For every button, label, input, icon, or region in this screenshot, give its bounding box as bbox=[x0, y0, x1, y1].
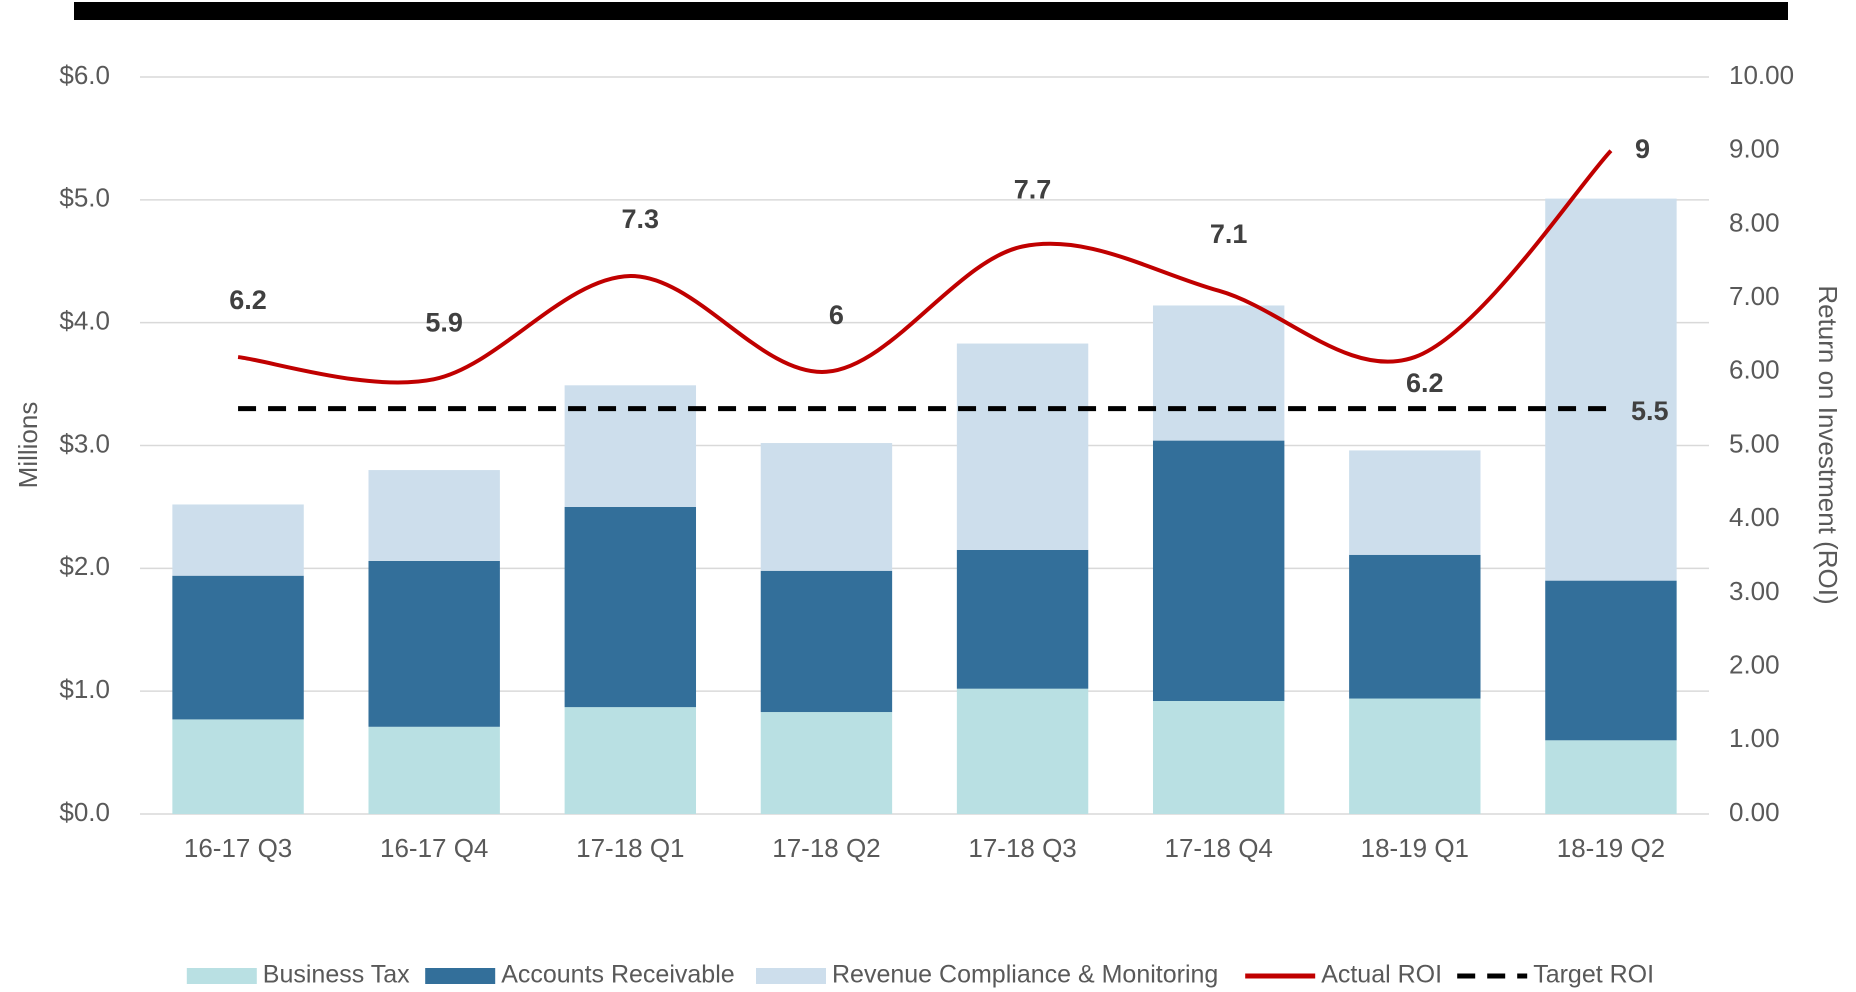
line-series bbox=[237, 149, 1613, 385]
bar-segment bbox=[760, 443, 893, 571]
y-tick-label: $3.0 bbox=[59, 428, 110, 458]
bar-segment bbox=[368, 726, 500, 814]
legend-swatch bbox=[756, 968, 826, 984]
bar-segment bbox=[1545, 740, 1677, 814]
legend-swatch bbox=[186, 968, 257, 984]
bar-segment bbox=[1349, 698, 1481, 814]
data-label: 6.2 bbox=[1406, 368, 1444, 398]
data-label: 7.1 bbox=[1210, 219, 1248, 249]
x-tick-label: 16-17 Q4 bbox=[380, 833, 488, 863]
bar-segment bbox=[760, 712, 893, 814]
y2-tick-label: 7.00 bbox=[1729, 281, 1780, 311]
y-tick-label: $5.0 bbox=[59, 183, 110, 213]
y2-tick-label: 6.00 bbox=[1729, 355, 1780, 385]
legend-label: Business Tax bbox=[263, 961, 410, 989]
legend-label: Accounts Receivable bbox=[501, 961, 734, 989]
y2-axis-label: Return on Investment (ROI) bbox=[1813, 285, 1843, 604]
x-tick-label: 17-18 Q1 bbox=[576, 833, 684, 863]
bar-segment bbox=[956, 549, 1089, 689]
data-label: 6 bbox=[829, 300, 844, 330]
y2-tick-label: 4.00 bbox=[1729, 502, 1780, 532]
bar-segment bbox=[1152, 305, 1285, 441]
bar-segment bbox=[172, 719, 304, 814]
x-tick-label: 17-18 Q2 bbox=[772, 833, 880, 863]
y2-tick-label: 10.00 bbox=[1729, 60, 1794, 90]
x-tick-label: 18-19 Q2 bbox=[1557, 833, 1665, 863]
y-tick-label: $4.0 bbox=[59, 306, 110, 336]
bar-segment bbox=[1152, 700, 1285, 814]
bar-segment bbox=[1152, 440, 1285, 701]
data-label: 7.7 bbox=[1014, 175, 1052, 205]
bar-segment bbox=[760, 570, 893, 713]
bar-segment bbox=[368, 470, 500, 561]
y-tick-label: $6.0 bbox=[59, 60, 110, 90]
header-bar bbox=[74, 2, 1788, 20]
bar-segment bbox=[956, 343, 1089, 550]
bar-segment bbox=[172, 575, 304, 720]
x-tick-label: 17-18 Q4 bbox=[1164, 833, 1272, 863]
bar-segment bbox=[564, 506, 697, 708]
x-tick-label: 16-17 Q3 bbox=[184, 833, 292, 863]
y2-tick-label: 1.00 bbox=[1729, 723, 1780, 753]
x-tick-label: 17-18 Q3 bbox=[968, 833, 1076, 863]
bar-segment bbox=[368, 560, 500, 727]
data-label: 7.3 bbox=[622, 204, 660, 234]
bar-segment bbox=[564, 707, 697, 814]
legend-swatch bbox=[425, 968, 496, 984]
y2-tick-label: 9.00 bbox=[1729, 134, 1780, 164]
data-label: 5.5 bbox=[1631, 396, 1669, 426]
y2-tick-label: 0.00 bbox=[1729, 797, 1780, 827]
y-tick-label: $2.0 bbox=[59, 551, 110, 581]
data-label: 5.9 bbox=[425, 307, 463, 337]
bar-segment bbox=[172, 504, 304, 576]
data-label: 9 bbox=[1635, 134, 1650, 164]
y-tick-label: $1.0 bbox=[59, 674, 110, 704]
legend-label: Target ROI bbox=[1533, 961, 1654, 989]
y2-tick-label: 5.00 bbox=[1729, 428, 1780, 458]
bar-segment bbox=[956, 688, 1089, 814]
bar-segment bbox=[564, 385, 697, 507]
y-axis-label: Millions bbox=[13, 402, 43, 489]
bar-segment bbox=[1349, 450, 1481, 555]
legend-label: Actual ROI bbox=[1321, 961, 1442, 989]
legend-label: Revenue Compliance & Monitoring bbox=[832, 961, 1218, 989]
y2-tick-label: 8.00 bbox=[1729, 207, 1780, 237]
x-tick-label: 18-19 Q1 bbox=[1361, 833, 1469, 863]
data-label: 6.2 bbox=[229, 285, 267, 315]
bar-segment bbox=[1545, 198, 1677, 581]
y2-tick-label: 3.00 bbox=[1729, 576, 1780, 606]
bar-segment bbox=[1545, 580, 1677, 741]
y2-tick-label: 2.00 bbox=[1729, 649, 1780, 679]
bar-segment bbox=[1349, 554, 1481, 699]
y-tick-label: $0.0 bbox=[59, 797, 110, 827]
